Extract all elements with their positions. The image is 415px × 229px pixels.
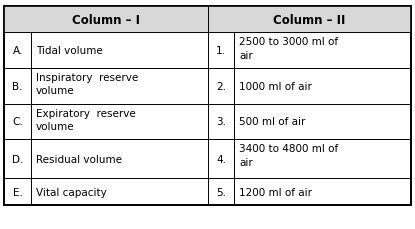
Text: C.: C.: [12, 117, 23, 127]
Text: Residual volume: Residual volume: [36, 154, 122, 164]
Text: B.: B.: [12, 82, 23, 91]
Text: D.: D.: [12, 154, 23, 164]
Text: A.: A.: [12, 46, 23, 56]
Bar: [4, 7, 411, 205]
Text: 3.: 3.: [216, 117, 226, 127]
Text: Inspiratory  reserve
volume: Inspiratory reserve volume: [36, 73, 138, 96]
Text: E.: E.: [13, 187, 22, 197]
Text: Vital capacity: Vital capacity: [36, 187, 107, 197]
Bar: [4, 7, 411, 33]
Text: 2500 to 3000 ml of
air: 2500 to 3000 ml of air: [239, 37, 339, 60]
Text: Column – I: Column – I: [72, 14, 140, 27]
Bar: [4, 7, 411, 205]
Text: 1200 ml of air: 1200 ml of air: [239, 187, 312, 197]
Text: Column – II: Column – II: [273, 14, 345, 27]
Text: 1000 ml of air: 1000 ml of air: [239, 82, 312, 91]
Text: Tidal volume: Tidal volume: [36, 46, 103, 56]
Text: 3400 to 4800 ml of
air: 3400 to 4800 ml of air: [239, 144, 339, 167]
Text: 500 ml of air: 500 ml of air: [239, 117, 306, 127]
Text: 2.: 2.: [216, 82, 226, 91]
Text: 4.: 4.: [216, 154, 226, 164]
Text: Expiratory  reserve
volume: Expiratory reserve volume: [36, 108, 136, 131]
Text: 1.: 1.: [216, 46, 226, 56]
Text: 5.: 5.: [216, 187, 226, 197]
